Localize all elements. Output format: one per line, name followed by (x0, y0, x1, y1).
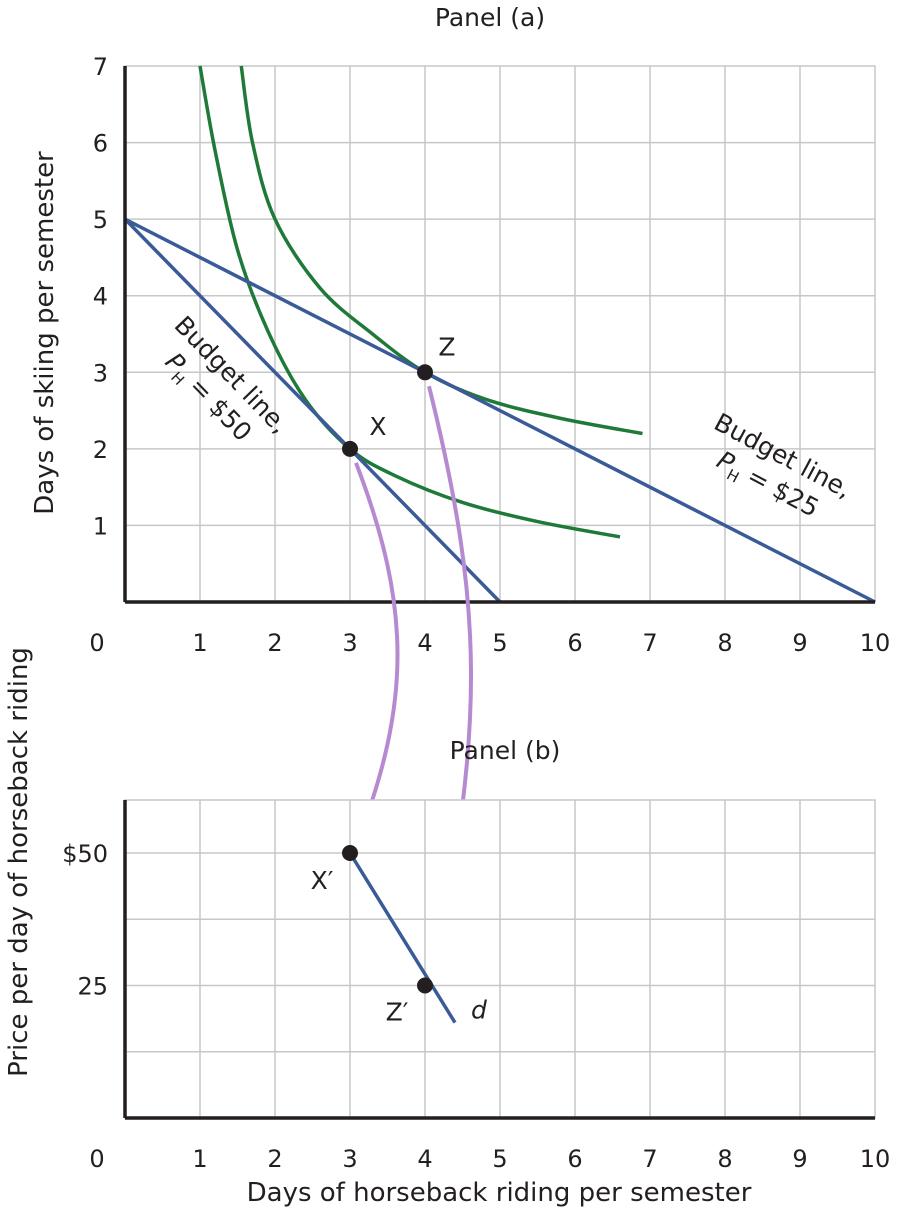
panel-a-x-tick-label: 1 (192, 629, 207, 657)
panel-b-x-axis-title: Days of horseback riding per semester (247, 1178, 752, 1208)
panel-a-y-tick-label: 3 (93, 359, 108, 387)
panel-a-x-tick-label: 3 (342, 629, 357, 657)
panel-b-y-tick-label: $50 (62, 840, 108, 868)
budget-line (124, 217, 876, 604)
panel-b-point-label: X′ (311, 866, 334, 895)
panel-b-x-tick-label: 4 (417, 1145, 432, 1173)
budget-line (123, 217, 502, 604)
panel-a-point-x (342, 440, 358, 457)
panel-b-x-tick-label: 3 (342, 1145, 357, 1173)
panel-b-series: d (348, 852, 487, 1025)
panel-a-y-tick-label: 2 (93, 436, 108, 464)
panel-b-x-tick-label: 0 (89, 1145, 104, 1173)
panel-b-y-tick-label: 25 (77, 973, 108, 1001)
demand-curve (348, 852, 457, 1024)
panel-a-y-tick-label: 4 (93, 283, 108, 311)
panel-b-x-tick-label: 8 (717, 1145, 732, 1173)
panel-b-points: X′ Z′ (311, 845, 433, 1027)
panel-a-x-tick-label: 9 (792, 629, 807, 657)
panel-a-point-label: Z (438, 332, 455, 361)
demand-curve-label: d (471, 996, 487, 1025)
panel-a-y-tick-label: 7 (93, 53, 108, 81)
panel-a-point-label: X (369, 412, 386, 441)
panel-a-tick-labels: 0 1 2 3 4 5 6 7 8 9 10 1 2 3 4 5 6 7 (89, 53, 890, 657)
panel-a-x-tick-label: 10 (860, 629, 891, 657)
panel-a-point-z (417, 364, 433, 381)
panel-b-x-tick-label: 1 (192, 1145, 207, 1173)
panel-b-grid (124, 799, 876, 1119)
connector-arrow-x (354, 462, 400, 845)
panel-a-title: Panel (a) (435, 3, 545, 32)
panel-b-point-label: Z′ (386, 998, 409, 1027)
panel-a-x-tick-label: 6 (567, 629, 582, 657)
panel-a-y-axis-title: Days of skiing per semester (30, 151, 60, 515)
panel-a-x-tick-label: 7 (642, 629, 657, 657)
panel-a-axes (123, 66, 875, 604)
panel-b-point-x-prime (342, 845, 358, 861)
panel-b-point-z-prime (417, 977, 433, 994)
panel-a-x-tick-label: 2 (267, 629, 282, 657)
panel-b-x-tick-label: 5 (492, 1145, 507, 1173)
panel-b-tick-labels: 0 1 2 3 4 5 6 7 8 9 10 25 $50 (62, 840, 890, 1173)
panel-a-y-tick-label: 6 (93, 130, 108, 158)
panel-a-x-tick-label: 5 (492, 629, 507, 657)
panel-a-x-tick-label: 4 (417, 629, 432, 657)
panel-b-title: Panel (b) (450, 736, 561, 765)
panel-a-y-tick-label: 5 (93, 206, 108, 234)
indifference-curve (239, 65, 643, 436)
panel-b-x-tick-label: 7 (642, 1145, 657, 1173)
panel-b-x-tick-label: 6 (567, 1145, 582, 1173)
panel-a-points: XZ (342, 332, 456, 457)
panel-a-x-tick-label: 0 (89, 629, 104, 657)
panel-b-x-tick-label: 10 (860, 1145, 891, 1173)
panel-a-x-tick-label: 8 (717, 629, 732, 657)
panel-b-x-tick-label: 2 (267, 1145, 282, 1173)
panel-b-x-tick-label: 9 (792, 1145, 807, 1173)
panel-b-axes (123, 800, 875, 1120)
panel-a-y-tick-label: 1 (93, 512, 108, 540)
panel-b-y-axis-title: Price per day of horseback riding (4, 647, 34, 1077)
panel-b-chart: Panel (b) d 0 1 2 3 4 5 6 7 8 9 10 25 $50 Price per … (4, 647, 890, 1208)
